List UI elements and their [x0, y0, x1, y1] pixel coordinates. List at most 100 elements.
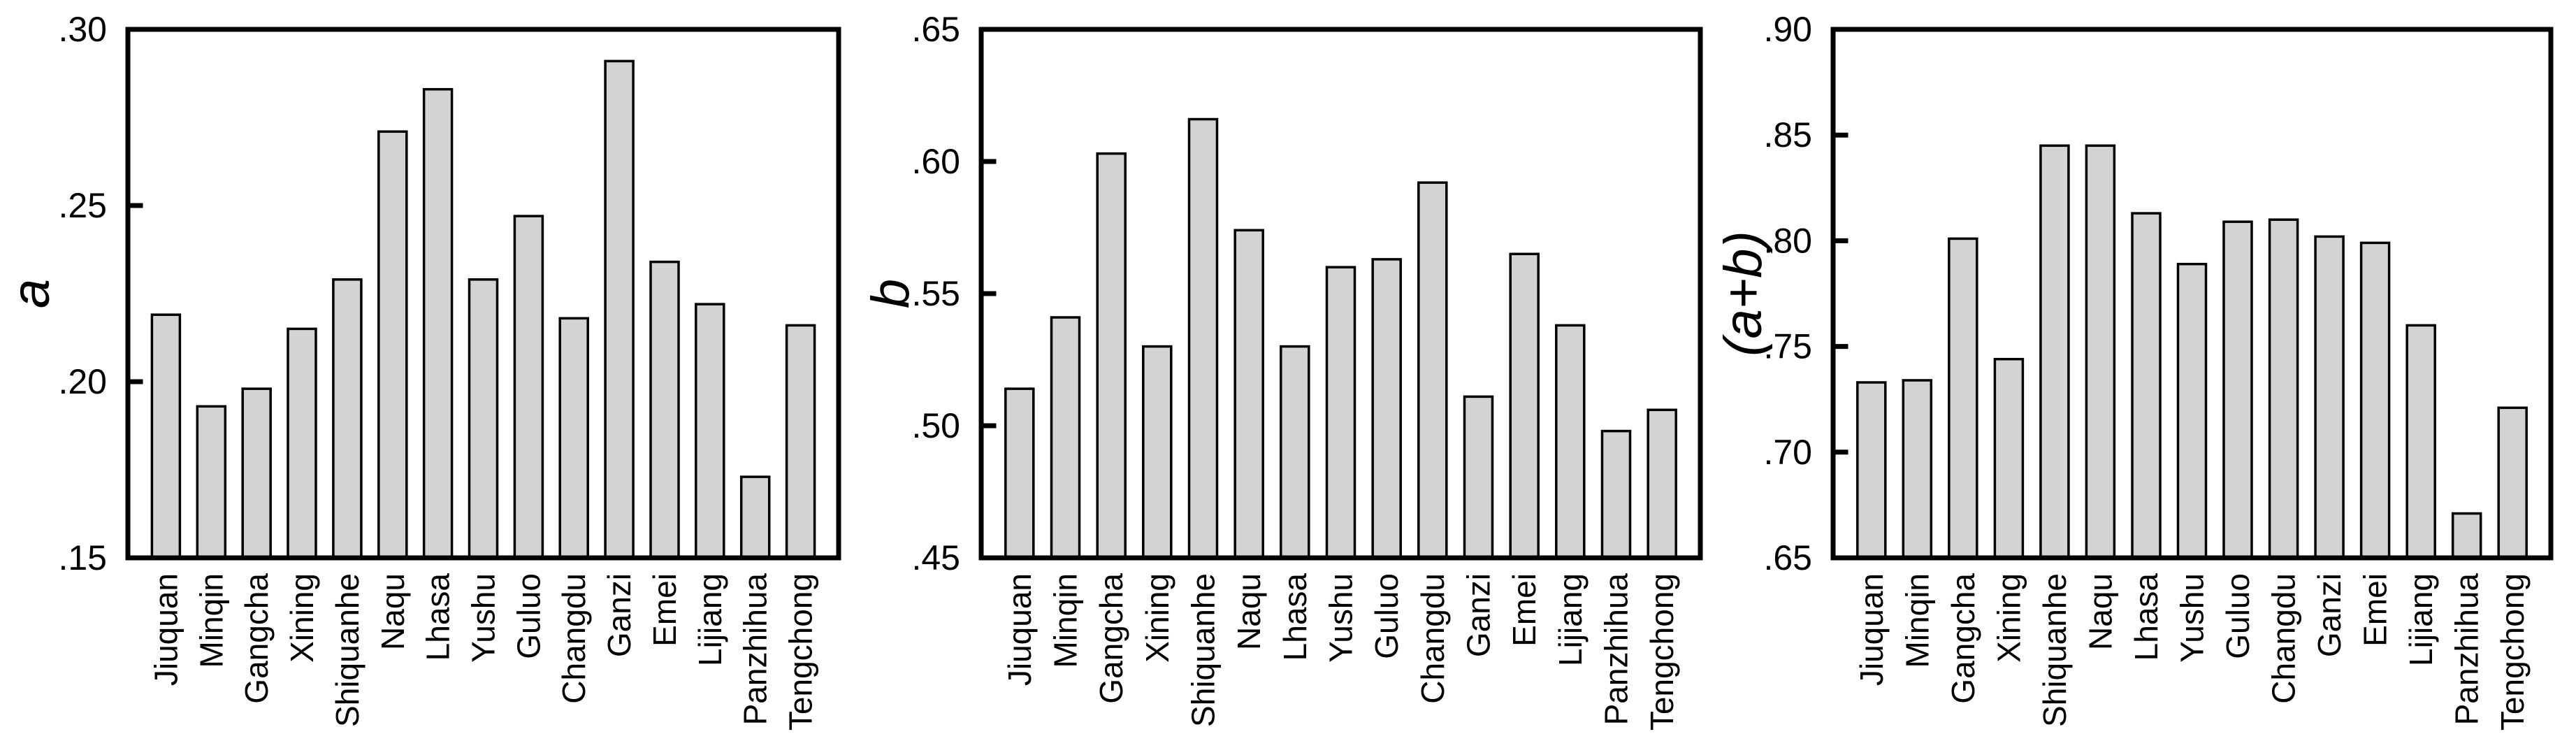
bar-Changdu: [558, 317, 589, 559]
category-label-Tengchong: Tengchong: [783, 573, 819, 731]
bar-Panzhihua: [739, 475, 771, 559]
category-label-Naqu: Naqu: [1231, 573, 1267, 650]
category-label-Gangcha: Gangcha: [1093, 573, 1129, 704]
category-label-Lijiang: Lijiang: [692, 573, 728, 666]
y-tick-label: .20: [58, 362, 107, 401]
bar-Lijiang: [2405, 324, 2436, 559]
category-label-Minqin: Minqin: [1899, 573, 1935, 668]
category-label-Changdu: Changdu: [2266, 573, 2302, 704]
bar-Tengchong: [2497, 406, 2528, 559]
plot-frame: [125, 27, 841, 561]
category-label-Yushu: Yushu: [465, 573, 502, 663]
category-label-Jiuquan: Jiuquan: [1853, 573, 1890, 686]
category-label-Guluo: Guluo: [2220, 573, 2256, 659]
bar-Lijiang: [1555, 324, 1586, 559]
category-label-Yushu: Yushu: [1323, 573, 1359, 663]
category-label-Xining: Xining: [284, 573, 320, 663]
category-label-Changdu: Changdu: [1414, 573, 1451, 704]
chart-panel-a: Jiuquan Minqin Gangcha Xining Shiquanhe Naqu L…: [1, 10, 841, 731]
chart-panel-b: Jiuquan Minqin Gangcha Xining Shiquanhe Naqu L…: [861, 10, 1703, 731]
y-tick-label: .15: [58, 538, 107, 577]
category-label-Jiuquan: Jiuquan: [1001, 573, 1038, 686]
category-label-Lhasa: Lhasa: [420, 573, 456, 661]
category-label-Lhasa: Lhasa: [2128, 573, 2164, 661]
axis-title-(a+b): (a+b): [1714, 231, 1773, 357]
axis-title-b: b: [861, 279, 920, 308]
bar-Jiuquan: [1856, 381, 1887, 559]
category-label-Xining: Xining: [1139, 573, 1175, 663]
chart-panel-(a+b): Jiuquan Minqin Gangcha Xining Shiquanhe Naqu L…: [1714, 10, 2554, 731]
bar-Ganzi: [1463, 395, 1494, 559]
bar-Jiuquan: [150, 313, 182, 559]
category-label-Jiuquan: Jiuquan: [147, 573, 184, 686]
y-tick-label: .55: [911, 274, 960, 313]
bar-Shiquanhe: [2039, 144, 2070, 559]
bar-Tengchong: [1647, 408, 1677, 559]
bar-Minqin: [1902, 379, 1933, 559]
bar-Changdu: [2268, 218, 2299, 559]
y-tick-label: .30: [58, 10, 107, 49]
y-tick-label: .75: [1763, 327, 1812, 366]
bar-Lijiang: [695, 303, 725, 559]
category-label-Ganzi: Ganzi: [1461, 573, 1497, 657]
bar-Guluo: [2222, 220, 2253, 559]
bar-Emei: [2359, 241, 2391, 559]
bar-Tengchong: [785, 324, 816, 559]
category-label-Panzhihua: Panzhihua: [2449, 573, 2485, 726]
category-label-Naqu: Naqu: [2082, 573, 2118, 650]
category-label-Tengchong: Tengchong: [1644, 573, 1680, 731]
y-tick-label: .90: [1763, 10, 1812, 49]
bar-Gangcha: [1096, 152, 1127, 559]
category-label-Shiquanhe: Shiquanhe: [329, 573, 366, 727]
y-tick-label: .45: [911, 538, 960, 577]
bar-Guluo: [513, 215, 544, 559]
category-label-Panzhihua: Panzhihua: [737, 573, 774, 726]
category-label-Changdu: Changdu: [556, 573, 592, 704]
bar-Lhasa: [1280, 345, 1310, 559]
category-label-Minqin: Minqin: [1048, 573, 1084, 668]
bar-Changdu: [1417, 181, 1448, 559]
bar-Naqu: [377, 130, 408, 559]
y-tick-label: .60: [911, 142, 960, 181]
y-tick-label: .65: [1763, 538, 1812, 577]
category-label-Xining: Xining: [1990, 573, 2027, 663]
y-tick-label: .25: [58, 186, 107, 225]
bar-Yushu: [1325, 266, 1356, 559]
bar-Emei: [1509, 252, 1540, 559]
category-label-Panzhihua: Panzhihua: [1598, 573, 1635, 726]
bar-Emei: [649, 260, 680, 559]
y-tick-label: .70: [1763, 433, 1812, 472]
bar-Guluo: [1371, 258, 1402, 559]
bar-Shiquanhe: [1187, 117, 1219, 559]
bar-Minqin: [1050, 316, 1081, 559]
y-tick-label: .80: [1763, 221, 1812, 260]
bar-Minqin: [196, 405, 227, 559]
category-label-Lhasa: Lhasa: [1277, 573, 1313, 661]
category-label-Emei: Emei: [646, 573, 683, 647]
plot-frame: [978, 27, 1703, 561]
bar-Yushu: [468, 278, 499, 559]
category-label-Naqu: Naqu: [375, 573, 411, 650]
category-label-Emei: Emei: [1506, 573, 1542, 647]
bar-Lhasa: [2131, 212, 2162, 559]
bar-Jiuquan: [1004, 387, 1035, 559]
category-label-Ganzi: Ganzi: [2311, 573, 2347, 657]
bar-Yushu: [2176, 262, 2208, 559]
bar-Xining: [287, 327, 317, 559]
bar-Gangcha: [241, 387, 272, 559]
bar-Lhasa: [422, 87, 454, 559]
category-label-Gangcha: Gangcha: [238, 573, 275, 704]
bar-Panzhihua: [2451, 512, 2482, 559]
bar-Ganzi: [604, 59, 635, 559]
category-label-Lijiang: Lijiang: [1552, 573, 1589, 666]
bar-Xining: [1993, 357, 2025, 559]
plot-frame: [1830, 27, 2554, 561]
bar-Shiquanhe: [332, 278, 363, 559]
bar-Naqu: [1233, 229, 1264, 559]
category-label-Guluo: Guluo: [510, 573, 547, 659]
bar-Gangcha: [1948, 237, 1978, 559]
category-label-Shiquanhe: Shiquanhe: [1185, 573, 1222, 727]
category-label-Gangcha: Gangcha: [1945, 573, 1981, 704]
